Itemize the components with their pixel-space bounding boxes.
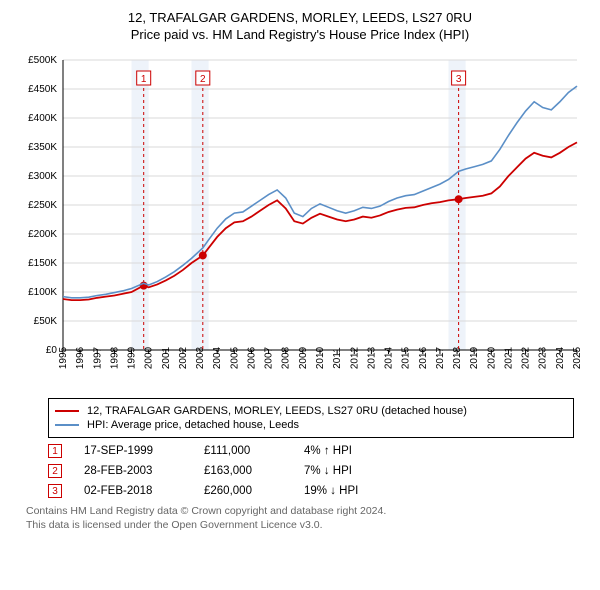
footer-line2: This data is licensed under the Open Gov… <box>26 518 574 532</box>
svg-text:£400K: £400K <box>28 113 57 124</box>
legend-label-hpi: HPI: Average price, detached house, Leed… <box>87 419 299 431</box>
event-marker-3: 3 <box>48 484 62 498</box>
svg-text:£150K: £150K <box>28 258 57 269</box>
event-row-3: 3 02-FEB-2018 £260,000 19% ↓ HPI <box>48 484 574 498</box>
event-row-1: 1 17-SEP-1999 £111,000 4% ↑ HPI <box>48 444 574 458</box>
footer: Contains HM Land Registry data © Crown c… <box>26 504 574 532</box>
svg-text:£250K: £250K <box>28 200 57 211</box>
legend-swatch-subject <box>55 410 79 412</box>
event-marker-2: 2 <box>48 464 62 478</box>
svg-text:2: 2 <box>200 74 206 85</box>
title-block: 12, TRAFALGAR GARDENS, MORLEY, LEEDS, LS… <box>10 10 590 42</box>
svg-text:£100K: £100K <box>28 287 57 298</box>
event-row-2: 2 28-FEB-2003 £163,000 7% ↓ HPI <box>48 464 574 478</box>
svg-text:£300K: £300K <box>28 171 57 182</box>
chart: £0 £50K £100K £150K £200K £250K £300K £350K £400… <box>15 50 585 390</box>
title-subtitle: Price paid vs. HM Land Registry's House … <box>10 27 590 42</box>
event-delta-3: 19% ↓ HPI <box>304 485 424 497</box>
events: 1 17-SEP-1999 £111,000 4% ↑ HPI 2 28-FEB… <box>48 444 574 498</box>
svg-text:£350K: £350K <box>28 142 57 153</box>
svg-text:£0: £0 <box>46 345 58 356</box>
event-delta-1: 4% ↑ HPI <box>304 445 424 457</box>
event-price-1: £111,000 <box>204 445 304 457</box>
legend: 12, TRAFALGAR GARDENS, MORLEY, LEEDS, LS… <box>48 398 574 438</box>
legend-item-hpi: HPI: Average price, detached house, Leed… <box>55 419 567 431</box>
event-date-1: 17-SEP-1999 <box>84 445 204 457</box>
legend-swatch-hpi <box>55 424 79 426</box>
title-address: 12, TRAFALGAR GARDENS, MORLEY, LEEDS, LS… <box>10 10 590 25</box>
svg-text:£50K: £50K <box>34 316 58 327</box>
svg-text:£200K: £200K <box>28 229 57 240</box>
event-price-3: £260,000 <box>204 485 304 497</box>
page: 12, TRAFALGAR GARDENS, MORLEY, LEEDS, LS… <box>0 0 600 590</box>
event-marker-1: 1 <box>48 444 62 458</box>
legend-item-subject: 12, TRAFALGAR GARDENS, MORLEY, LEEDS, LS… <box>55 405 567 417</box>
event-delta-2: 7% ↓ HPI <box>304 465 424 477</box>
svg-text:£450K: £450K <box>28 84 57 95</box>
event-price-2: £163,000 <box>204 465 304 477</box>
svg-text:£500K: £500K <box>28 55 57 66</box>
footer-line1: Contains HM Land Registry data © Crown c… <box>26 504 574 518</box>
event-date-3: 02-FEB-2018 <box>84 485 204 497</box>
svg-text:1: 1 <box>141 74 147 85</box>
svg-text:3: 3 <box>456 74 462 85</box>
event-date-2: 28-FEB-2003 <box>84 465 204 477</box>
legend-label-subject: 12, TRAFALGAR GARDENS, MORLEY, LEEDS, LS… <box>87 405 467 417</box>
chart-svg: £0 £50K £100K £150K £200K £250K £300K £350K £400… <box>15 50 585 390</box>
